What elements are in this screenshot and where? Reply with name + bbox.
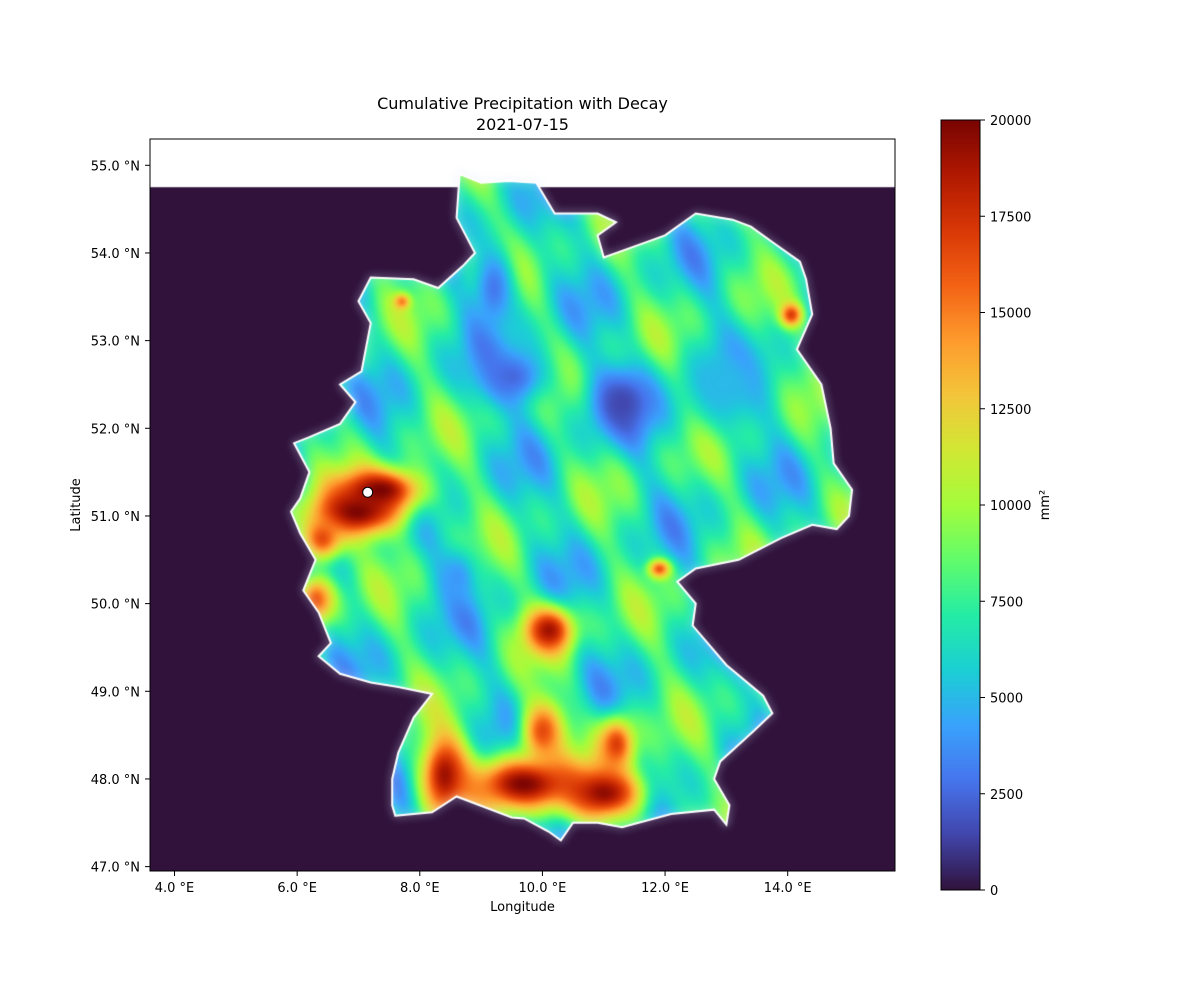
colorbar-tick-label: 5000 bbox=[990, 692, 1023, 707]
colorbar-label: mm² bbox=[1038, 490, 1053, 521]
colorbar-frame bbox=[940, 119, 981, 891]
x-tick-label: 12.0 °E bbox=[641, 881, 689, 896]
x-tick-label: 10.0 °E bbox=[519, 881, 567, 896]
y-tick-label: 53.0 °N bbox=[91, 335, 140, 350]
y-tick-label: 51.0 °N bbox=[91, 510, 140, 525]
colorbar-tick-label: 17500 bbox=[990, 210, 1031, 225]
chart-subtitle: 2021-07-15 bbox=[476, 115, 569, 134]
y-tick-label: 55.0 °N bbox=[91, 159, 140, 174]
colorbar-tick-label: 10000 bbox=[990, 499, 1031, 514]
plot-frame bbox=[149, 138, 896, 872]
x-tick-label: 14.0 °E bbox=[764, 881, 812, 896]
x-tick-label: 8.0 °E bbox=[400, 881, 440, 896]
y-tick-label: 48.0 °N bbox=[91, 773, 140, 788]
colorbar-tick-label: 20000 bbox=[990, 114, 1031, 129]
x-axis-label: Longitude bbox=[490, 900, 555, 915]
colorbar-tick-label: 12500 bbox=[990, 403, 1031, 418]
colorbar-tick-label: 7500 bbox=[990, 595, 1023, 610]
location-marker bbox=[362, 486, 374, 498]
y-tick-label: 50.0 °N bbox=[91, 598, 140, 613]
x-tick-label: 6.0 °E bbox=[277, 881, 317, 896]
y-tick-label: 52.0 °N bbox=[91, 422, 140, 437]
x-tick-label: 4.0 °E bbox=[155, 881, 195, 896]
colorbar-tick-label: 15000 bbox=[990, 307, 1031, 322]
y-axis-label: Latitude bbox=[69, 478, 84, 532]
y-tick-label: 54.0 °N bbox=[91, 247, 140, 262]
colorbar-tick-label: 2500 bbox=[990, 788, 1023, 803]
chart-title: Cumulative Precipitation with Decay bbox=[377, 94, 668, 113]
colorbar-tick-label: 0 bbox=[990, 884, 998, 899]
y-tick-label: 49.0 °N bbox=[91, 685, 140, 700]
y-tick-label: 47.0 °N bbox=[91, 861, 140, 876]
